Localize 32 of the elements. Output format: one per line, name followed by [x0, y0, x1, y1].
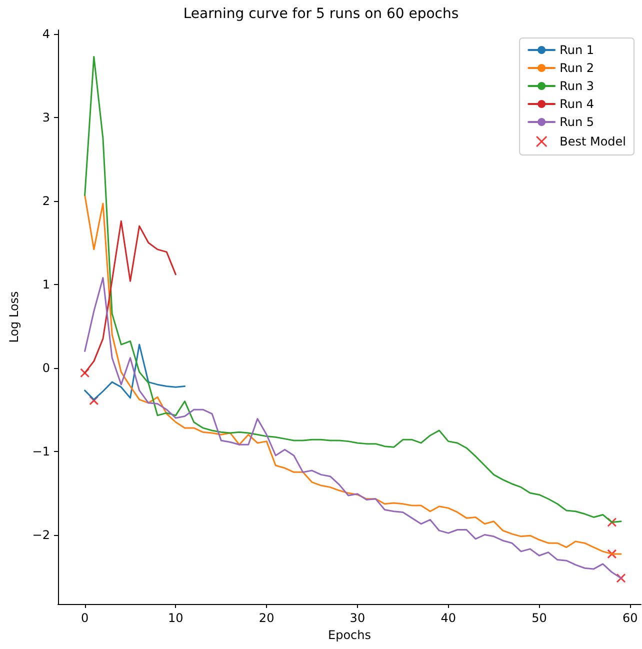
point [607, 517, 617, 527]
point [607, 549, 617, 559]
point [80, 368, 90, 378]
x-tick-label: 40 [440, 611, 456, 625]
line-series [84, 277, 622, 579]
x-tick-label: 60 [622, 611, 638, 625]
legend-label: Run 2 [560, 61, 594, 75]
x-tick-label: 0 [80, 611, 89, 625]
legend-label: Run 5 [560, 115, 594, 129]
y-tick-label: 3 [42, 110, 50, 125]
chart-title: Learning curve for 5 runs on 60 epochs [183, 6, 459, 22]
x-tick-label: 10 [168, 611, 184, 625]
x-tick-label: 20 [258, 611, 274, 625]
legend-label: Run 3 [560, 79, 594, 93]
y-tick-label: 2 [42, 194, 50, 208]
point [616, 573, 626, 583]
line-series [84, 220, 176, 374]
x-tick-label: 30 [350, 611, 366, 625]
line-series [84, 194, 622, 555]
y-tick-label: 1 [42, 277, 50, 292]
legend-label: Best Model [560, 134, 626, 148]
y-tick-label: −2 [32, 528, 50, 542]
y-tick-label: 4 [42, 27, 50, 42]
x-axis-title: Epochs [328, 628, 371, 642]
line-series [84, 344, 186, 400]
legend-label: Run 1 [560, 43, 594, 57]
legend-label: Run 4 [560, 97, 594, 111]
y-axis-title: Log Loss [7, 291, 21, 343]
y-tick-label: −1 [32, 444, 50, 458]
y-tick-label: 0 [42, 360, 50, 375]
x-tick-label: 50 [532, 611, 547, 625]
point [89, 396, 99, 406]
